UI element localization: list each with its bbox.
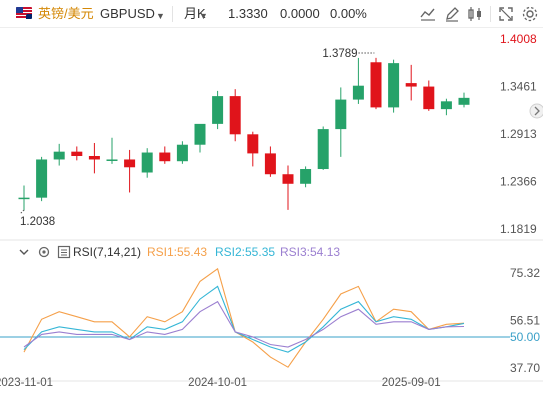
edit-icon[interactable] (443, 5, 461, 23)
rsi-axis-tick-label: 37.70 (510, 361, 540, 375)
candle-body (194, 123, 206, 145)
candle-body (71, 151, 83, 157)
instrument-dropdown-icon[interactable]: ▼ (156, 11, 165, 21)
candle-body (264, 153, 276, 175)
candle-body (141, 152, 153, 173)
candle-body (317, 129, 329, 170)
settings-icon[interactable] (521, 5, 539, 23)
compare-icon[interactable] (466, 5, 484, 23)
price-axis-tick-label: 1.4008 (500, 32, 537, 46)
rsi-indicator-header: RSI(7,14,21) RSI1:55.43 RSI2:55.35 RSI3:… (0, 243, 400, 261)
indicator-list-icon[interactable] (57, 245, 71, 259)
low-annotation: 1.2038 (20, 216, 55, 228)
candle-body (352, 85, 364, 100)
gbp-usd-flag-icon (16, 7, 32, 19)
price-change-percent: 0.00% (330, 6, 367, 21)
toolbar-divider (490, 6, 491, 22)
price-axis-tick-label: 1.2366 (500, 175, 537, 189)
period-selector[interactable]: 月K (184, 6, 206, 21)
candle-body (36, 159, 48, 198)
rsi-indicator-name[interactable]: RSI(7,14,21) (73, 245, 142, 259)
high-annotation: 1.3789 (322, 48, 357, 60)
candle-body (423, 86, 435, 110)
rsi-series-line-rsi2 (23, 285, 465, 353)
candle-body (282, 174, 294, 184)
period-dropdown-icon[interactable]: ▼ (199, 11, 208, 21)
candle-body (18, 197, 30, 200)
rsi-series-line-rsi1 (23, 267, 465, 368)
chevron-right-icon (534, 106, 540, 116)
candle-body (440, 101, 452, 110)
candle-body (159, 152, 171, 162)
candle-body (53, 151, 65, 160)
fullscreen-icon[interactable] (497, 5, 515, 23)
instrument-code[interactable]: GBPUSD (100, 6, 155, 21)
candle-body (388, 63, 400, 108)
candle-body (405, 83, 417, 87)
candle-body (212, 96, 224, 124)
rsi3-value: RSI3:54.13 (280, 245, 341, 259)
rsi-axis-tick-label: 50.00 (510, 330, 540, 344)
toolbar-divider (172, 6, 173, 22)
price-axis-tick-label: 1.3461 (500, 79, 537, 93)
rsi-axis-tick-label: 75.32 (510, 266, 540, 280)
candle-body (88, 156, 100, 160)
low-annotation-leader (19, 209, 25, 215)
chart-toolbar: 英镑/美元 GBPUSD ▼ 月K ▼ 1.3330 0.0000 0.00% (0, 0, 543, 28)
price-axis-tick-label: 1.2913 (500, 127, 537, 141)
time-axis-tick-label: 2024-10-01 (188, 377, 247, 389)
instrument-name[interactable]: 英镑/美元 (38, 6, 94, 21)
candle-body (458, 97, 470, 105)
rsi2-value: RSI2:55.35 (215, 245, 276, 259)
time-axis-tick-label: 2023-11-01 (0, 377, 53, 389)
visibility-icon[interactable] (37, 245, 51, 259)
price-axis-tick-label: 1.1819 (500, 222, 537, 236)
candle-body (176, 144, 188, 162)
draw-line-icon[interactable] (419, 5, 437, 23)
candle-body (300, 169, 312, 184)
rsi-axis-tick-label: 56.51 (510, 314, 540, 328)
candlestick-chart[interactable]: 1.4008 1.3461 1.2913 1.2366 1.1819 1.3789 1.20… (0, 28, 543, 400)
collapse-icon[interactable] (18, 246, 30, 258)
candle-body (247, 134, 259, 154)
rsi1-value: RSI1:55.43 (147, 245, 208, 259)
time-axis-tick-label: 2025-09-01 (382, 377, 441, 389)
candle-body (335, 99, 347, 130)
candle-body (124, 159, 136, 168)
candle-body (370, 62, 382, 108)
rsi-series-line-rsi3 (23, 300, 465, 348)
candle-body (106, 159, 118, 161)
candle-body (229, 96, 241, 135)
last-price: 1.3330 (228, 6, 268, 21)
scroll-right-button (529, 103, 543, 119)
price-change: 0.0000 (280, 6, 320, 21)
